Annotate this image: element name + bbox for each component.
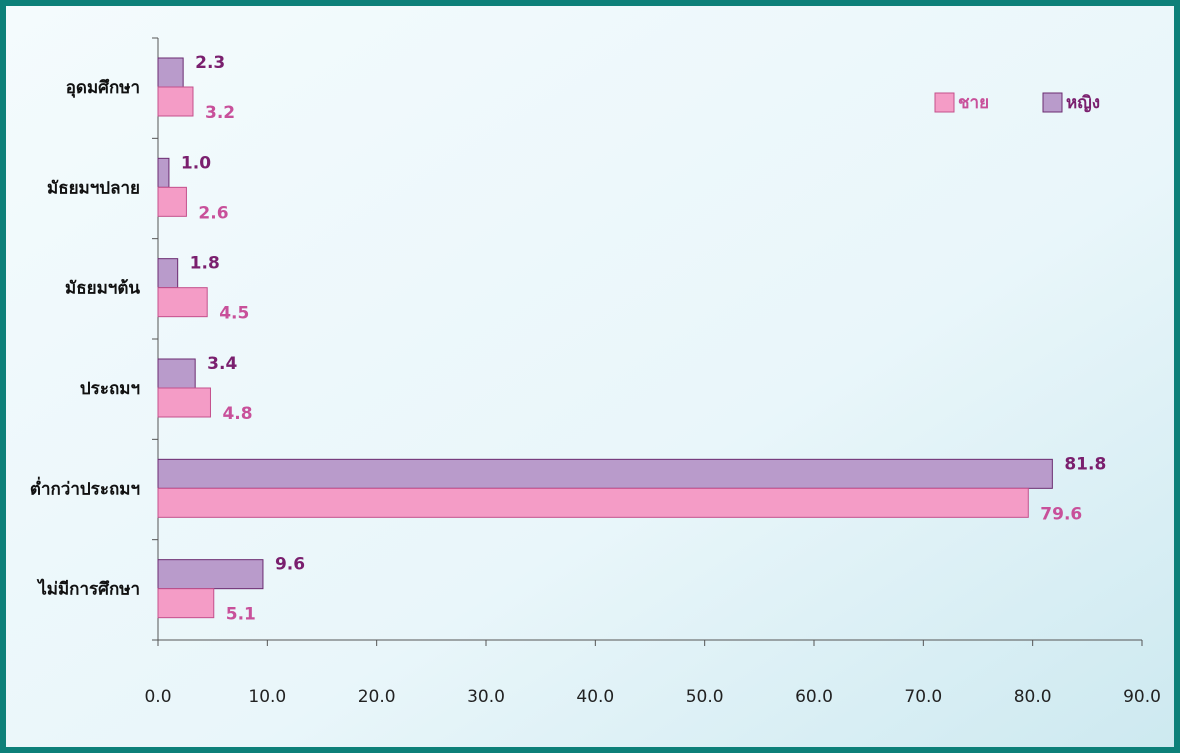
value-label: 3.4	[207, 354, 237, 374]
value-label: 3.2	[205, 103, 235, 123]
category-label: มัธยมฯปลาย	[47, 178, 140, 198]
x-tick-label: 90.0	[1123, 687, 1161, 707]
bar	[157, 258, 179, 289]
x-tick-label: 40.0	[576, 687, 614, 707]
bar	[157, 287, 208, 318]
category-label: มัธยมฯต้น	[65, 279, 140, 299]
bar	[157, 358, 196, 389]
legend-label: หญิง	[1066, 93, 1100, 113]
legend-swatch	[1042, 92, 1063, 113]
value-label: 9.6	[275, 555, 305, 575]
legend-label: ชาย	[958, 93, 989, 113]
value-label: 4.5	[219, 304, 249, 324]
legend-swatch	[934, 92, 955, 113]
x-tick-label: 50.0	[686, 687, 724, 707]
bar	[157, 186, 187, 217]
bar	[157, 387, 211, 418]
bar	[157, 559, 264, 590]
bar	[157, 57, 184, 88]
value-label: 2.6	[198, 203, 228, 223]
bar	[157, 487, 1029, 518]
category-label: ไม่มีการศึกษา	[36, 579, 140, 600]
x-tick-label: 70.0	[904, 687, 942, 707]
value-label: 81.8	[1064, 454, 1106, 474]
value-label: 1.8	[190, 254, 220, 274]
value-label: 4.8	[222, 404, 252, 424]
category-label: ต่ำกว่าประถมฯ	[30, 476, 140, 499]
value-label: 79.6	[1040, 504, 1082, 524]
value-label: 2.3	[195, 53, 225, 73]
x-tick-label: 60.0	[795, 687, 833, 707]
bar	[157, 588, 215, 619]
x-tick-label: 80.0	[1014, 687, 1052, 707]
x-tick-label: 20.0	[358, 687, 396, 707]
category-label: อุดมศึกษา	[66, 78, 140, 98]
value-label: 1.0	[181, 153, 211, 173]
bar	[157, 458, 1053, 489]
x-tick-label: 30.0	[467, 687, 505, 707]
bar	[157, 157, 170, 188]
x-tick-label: 0.0	[144, 687, 171, 707]
bar	[157, 86, 194, 117]
value-label: 5.1	[226, 605, 256, 625]
category-label: ประถมฯ	[80, 379, 140, 399]
x-tick-label: 10.0	[248, 687, 286, 707]
